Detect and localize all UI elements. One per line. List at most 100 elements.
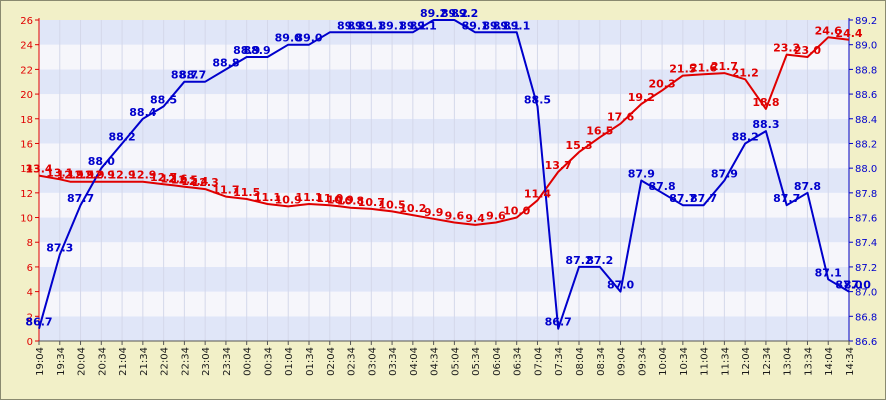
x-axis-tick-label: 21:04: [118, 347, 129, 376]
right-axis-tick-label: 88.0: [855, 164, 877, 175]
x-axis-tick-label: 03:04: [367, 347, 378, 376]
x-axis-tick-label: 23:34: [222, 347, 233, 376]
left-axis-tick-label: 12: [20, 189, 33, 200]
left-series-data-label: 12.9: [67, 169, 94, 182]
right-series-data-label: 89.2: [451, 7, 478, 20]
left-series-data-label: 13.4: [25, 163, 52, 176]
x-axis-tick-label: 23:04: [201, 347, 212, 376]
x-axis-tick-label: 19:04: [35, 347, 46, 376]
left-series-data-label: 10.0: [503, 205, 530, 218]
left-series-data-label: 9.6: [486, 209, 506, 222]
x-axis-tick-label: 07:04: [533, 347, 544, 376]
left-series-data-label: 15.3: [565, 139, 592, 152]
left-series-data-label: 21.2: [732, 66, 759, 79]
x-axis-tick-label: 12:34: [762, 347, 773, 376]
right-series-data-label: 87.9: [711, 168, 738, 181]
left-axis-tick-label: 22: [20, 65, 33, 76]
left-series-data-label: 21.5: [669, 63, 696, 76]
right-series-data-label: 87.9: [628, 168, 655, 181]
right-series-data-label: 89.1: [347, 19, 374, 32]
left-axis-tick-label: 10: [20, 214, 33, 225]
grid-band: [39, 242, 849, 267]
x-axis-tick-label: 13:34: [803, 347, 814, 376]
grid-band: [39, 94, 849, 119]
right-series-data-label: 87.2: [565, 254, 592, 267]
left-axis-tick-label: 6: [27, 263, 33, 274]
x-axis-tick-label: 02:04: [326, 347, 337, 376]
right-series-data-label: 89.1: [399, 19, 426, 32]
x-axis-tick-label: 06:04: [492, 347, 503, 376]
x-axis-tick-label: 22:04: [160, 347, 171, 376]
x-axis-tick-label: 13:04: [783, 347, 794, 376]
x-axis-tick-label: 10:04: [658, 347, 669, 376]
left-series-data-label: 10.7: [358, 196, 385, 209]
right-series-data-label: 89.1: [482, 19, 509, 32]
right-axis-tick-label: 87.4: [855, 238, 877, 249]
left-axis-tick-label: 4: [27, 288, 33, 299]
right-series-data-label: 87.8: [794, 180, 821, 193]
x-axis-tick-label: 09:04: [617, 347, 628, 376]
right-series-data-label: 89.0: [295, 32, 322, 45]
right-series-data-label: 87.3: [46, 242, 73, 255]
right-axis-tick-label: 88.2: [855, 139, 877, 150]
grid-band: [39, 316, 849, 341]
left-series-data-label: 10.2: [399, 202, 426, 215]
right-axis-tick-label: 89.0: [855, 41, 877, 52]
left-axis-tick-label: 16: [20, 139, 33, 150]
x-axis-tick-label: 03:34: [388, 347, 399, 376]
grid-band: [39, 143, 849, 169]
left-series-data-label: 17.6: [607, 111, 634, 124]
x-axis-tick-label: 11:34: [720, 347, 731, 376]
right-series-data-label: 87.7: [669, 192, 696, 205]
right-axis-tick-label: 88.8: [855, 65, 877, 76]
left-series-data-label: 11.0: [316, 192, 343, 205]
left-series-data-label: 11.4: [524, 187, 551, 200]
left-series-data-label: 11.7: [212, 184, 239, 197]
left-series-data-label: 12.5: [171, 174, 198, 187]
right-axis-tick-label: 89.2: [855, 16, 877, 27]
left-series-data-label: 9.9: [424, 206, 444, 219]
left-series-data-label: 23.0: [794, 44, 821, 57]
left-axis-tick-label: 26: [20, 16, 33, 27]
left-series-data-label: 10.9: [275, 193, 302, 206]
right-series-data-label: 89.1: [379, 19, 406, 32]
x-axis-tick-label: 05:04: [450, 347, 461, 376]
right-axis-tick-label: 88.6: [855, 90, 877, 101]
left-series-data-label: 12.7: [150, 171, 177, 184]
right-axis-tick-label: 88.4: [855, 115, 877, 126]
grid-band: [39, 192, 849, 218]
left-series-data-label: 11.1: [295, 191, 322, 204]
x-axis-tick-label: 06:34: [513, 347, 524, 376]
left-series-data-label: 16.5: [586, 124, 613, 137]
left-series-data-label: 12.9: [109, 169, 136, 182]
grid-band: [39, 118, 849, 144]
x-axis-tick-label: 14:34: [845, 347, 856, 376]
right-series-data-label: 88.0: [88, 155, 115, 168]
right-series-data-label: 88.5: [524, 93, 551, 106]
right-axis-series-line: [38, 19, 850, 330]
x-axis-tick-label: 04:04: [409, 347, 420, 376]
right-series-data-label: 89.1: [493, 19, 520, 32]
right-series-data-label: 87.2: [586, 254, 613, 267]
x-axis-tick-label: 14:04: [824, 347, 835, 376]
x-axis-tick-label: 00:04: [243, 347, 254, 376]
grid-band: [39, 266, 849, 292]
left-series-data-label: 11.1: [254, 191, 281, 204]
right-axis-tick-label: 87.2: [855, 263, 877, 274]
x-axis-tick-label: 10:34: [679, 347, 690, 376]
right-series-data-label: 86.7: [25, 316, 52, 329]
x-axis-tick-label: 09:34: [637, 347, 648, 376]
right-axis-tick-label: 87.6: [855, 214, 877, 225]
left-series-data-label: 24.6: [815, 24, 842, 37]
right-series-data-label: 88.9: [244, 44, 271, 57]
left-series-data-label: 19.2: [628, 91, 655, 104]
left-series-data-label: 24.4: [835, 27, 862, 40]
left-series-data-label: 10.9: [327, 193, 354, 206]
right-axis-tick-label: 87.0: [855, 288, 877, 299]
x-axis-tick-label: 19:34: [56, 347, 67, 376]
grid-band: [39, 20, 849, 45]
right-series-data-label: 89.0: [275, 32, 302, 45]
x-axis-tick-label: 01:04: [284, 347, 295, 376]
left-axis-tick-label: 14: [20, 164, 33, 175]
